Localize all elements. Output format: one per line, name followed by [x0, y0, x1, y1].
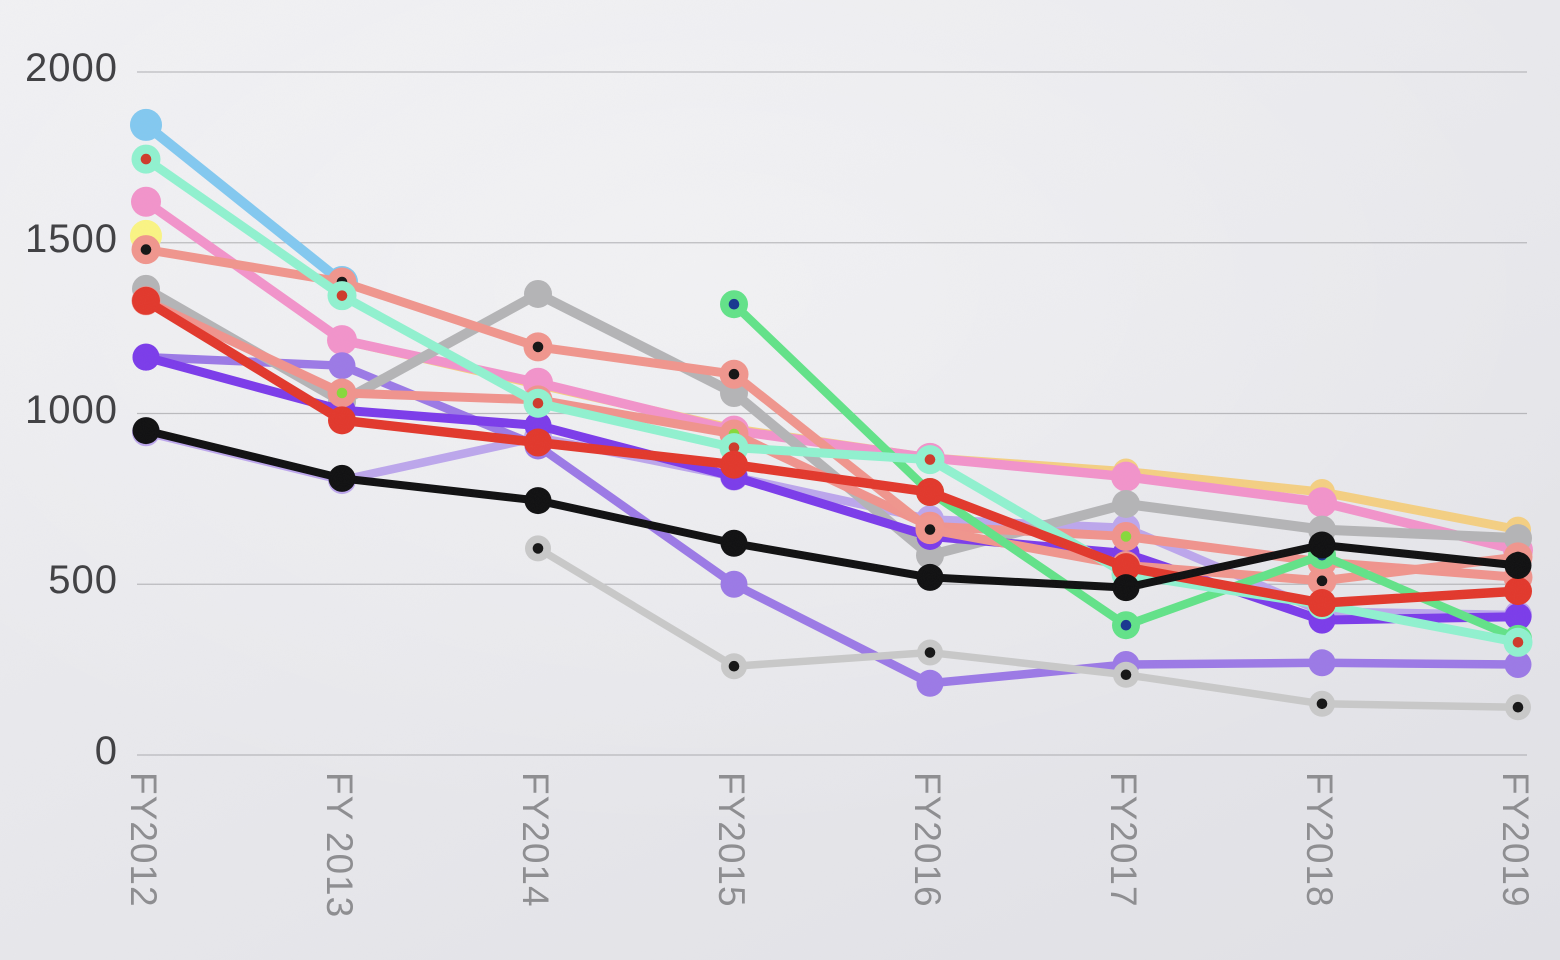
- series-pink-marker: [131, 186, 161, 217]
- series-gray-marker: [1112, 489, 1140, 518]
- data-series: [130, 108, 1533, 721]
- series-salmon-coral-marker-center: [924, 524, 936, 535]
- series-black-marker: [1504, 551, 1532, 579]
- series-salmon-rose-marker-center: [336, 387, 348, 399]
- series-salmon-coral-marker-center: [140, 244, 152, 255]
- x-tick-label: FY2016: [907, 772, 948, 908]
- x-tick-label: FY2018: [1299, 772, 1340, 908]
- series-salmon-coral-marker-center: [728, 368, 740, 380]
- series-salmon-rose-marker-center: [1120, 531, 1132, 542]
- series-skyblue-marker: [130, 108, 162, 141]
- series-black-marker: [132, 417, 160, 445]
- series-green-marker-center: [728, 298, 740, 310]
- series-blueviolet-marker: [132, 343, 160, 371]
- series-mediumpurple-marker: [720, 570, 748, 598]
- series-black-marker: [328, 464, 356, 492]
- series-lightgray-marker-center: [1316, 698, 1328, 710]
- x-tick-label: FY 2013: [319, 772, 360, 919]
- series-red-marker: [1504, 577, 1532, 606]
- series-aqua-marker-center: [924, 454, 936, 465]
- series-black-marker: [916, 563, 944, 591]
- y-tick-label: 1500: [25, 216, 118, 261]
- series-aqua-marker-center: [532, 397, 544, 409]
- x-tick-label: FY2015: [711, 772, 752, 908]
- y-tick-label: 500: [48, 558, 118, 603]
- series-green-marker-center: [1120, 619, 1132, 631]
- y-tick-label: 2000: [25, 46, 118, 90]
- series-black-marker: [524, 487, 552, 515]
- series-lightgray-marker-center: [532, 543, 544, 554]
- series-pink-marker: [1111, 461, 1141, 492]
- series-aqua-marker-center: [1512, 637, 1524, 648]
- series-lightgray-marker-center: [924, 647, 936, 658]
- x-tick-label: FY2014: [515, 772, 556, 908]
- x-tick-label: FY2012: [123, 772, 164, 908]
- series-lightgray-marker-center: [728, 660, 740, 672]
- series-mediumpurple-marker: [328, 352, 356, 380]
- series-salmon-coral-marker-center: [1316, 575, 1328, 587]
- series-gray-marker: [524, 279, 552, 308]
- series-lightgray-marker-center: [1512, 701, 1524, 713]
- series-red-marker: [1308, 589, 1336, 618]
- series-pink-marker: [1307, 487, 1337, 518]
- series-red-marker: [720, 450, 748, 479]
- series-red-marker: [132, 286, 160, 315]
- series-red-marker: [916, 478, 944, 507]
- y-tick-label: 1000: [25, 387, 118, 432]
- series-mediumpurple-marker: [916, 669, 944, 697]
- series-mediumpurple-marker: [1308, 649, 1336, 677]
- series-red-marker: [524, 428, 552, 457]
- series-black-marker: [1112, 574, 1140, 602]
- series-pink-marker: [327, 325, 357, 356]
- series-salmon-coral-marker-center: [532, 341, 544, 353]
- series-black-marker: [720, 529, 748, 557]
- y-tick-label: 0: [94, 729, 118, 773]
- series-aqua-marker-center: [336, 290, 348, 301]
- x-tick-label: FY2017: [1103, 772, 1144, 908]
- x-tick-label: FY2019: [1495, 772, 1536, 908]
- series-black-marker: [1308, 531, 1336, 559]
- series-red-marker: [328, 406, 356, 435]
- series-aqua-marker-center: [140, 153, 152, 165]
- series-lightgray-marker-center: [1120, 669, 1132, 681]
